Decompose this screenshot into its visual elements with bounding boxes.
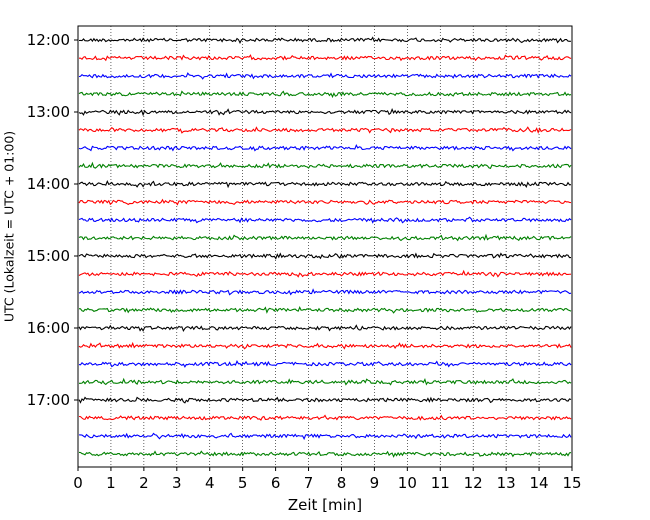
x-tick-label: 10 <box>398 474 417 492</box>
seismic-trace <box>78 216 572 224</box>
seismic-trace <box>78 269 572 278</box>
seismic-trace <box>78 450 572 458</box>
seismic-trace <box>78 198 572 206</box>
seismic-trace <box>78 341 572 350</box>
seismic-trace <box>78 90 572 99</box>
x-tick-label: 7 <box>304 474 314 492</box>
seismic-trace <box>78 54 572 62</box>
seismic-trace <box>78 432 572 441</box>
x-tick-label: 15 <box>562 474 581 492</box>
seismic-trace <box>78 144 572 152</box>
seismic-trace <box>78 161 572 169</box>
seismic-trace <box>78 414 572 421</box>
seismic-trace <box>78 306 572 314</box>
y-tick-label: 14:00 <box>27 175 70 193</box>
seismic-trace <box>78 72 572 80</box>
x-tick-label: 9 <box>370 474 380 492</box>
seismic-trace <box>78 233 572 242</box>
seismic-trace <box>78 179 572 189</box>
y-tick-label: 17:00 <box>27 391 70 409</box>
x-tick-label: 8 <box>337 474 347 492</box>
seismic-trace <box>78 252 572 260</box>
seismic-trace <box>78 324 572 332</box>
seismic-trace <box>78 288 572 296</box>
y-tick-label: 12:00 <box>27 31 70 49</box>
y-axis-ticks: 12:00 13:00 14:00 15:00 16:00 17:00 <box>27 31 78 409</box>
seismic-trace <box>78 396 572 404</box>
x-tick-label: 1 <box>106 474 116 492</box>
x-tick-label: 6 <box>271 474 281 492</box>
x-tick-label: 14 <box>530 474 549 492</box>
y-tick-label: 16:00 <box>27 319 70 337</box>
x-axis-label: Zeit [min] <box>288 496 362 514</box>
y-tick-label: 13:00 <box>27 103 70 121</box>
x-tick-label: 2 <box>139 474 149 492</box>
x-tick-label: 13 <box>497 474 516 492</box>
y-tick-label: 15:00 <box>27 247 70 265</box>
plot-frame <box>77 25 573 468</box>
seismic-trace <box>78 360 572 368</box>
x-tick-label: 0 <box>73 474 83 492</box>
seismic-trace <box>78 377 572 386</box>
x-tick-label: 5 <box>238 474 248 492</box>
x-tick-label: 12 <box>464 474 483 492</box>
x-tick-label: 3 <box>172 474 182 492</box>
y-axis-label: UTC (Lokalzeit = UTC + 01:00) <box>2 131 17 322</box>
x-tick-label: 11 <box>431 474 450 492</box>
x-axis-ticks: 0 1 2 3 4 5 6 7 8 9 10 11 12 13 14 15 <box>73 467 582 492</box>
x-tick-label: 4 <box>205 474 215 492</box>
seismic-traces <box>78 36 572 458</box>
seismic-trace <box>78 126 572 134</box>
seismic-trace <box>78 108 572 117</box>
seismic-trace <box>78 36 572 44</box>
